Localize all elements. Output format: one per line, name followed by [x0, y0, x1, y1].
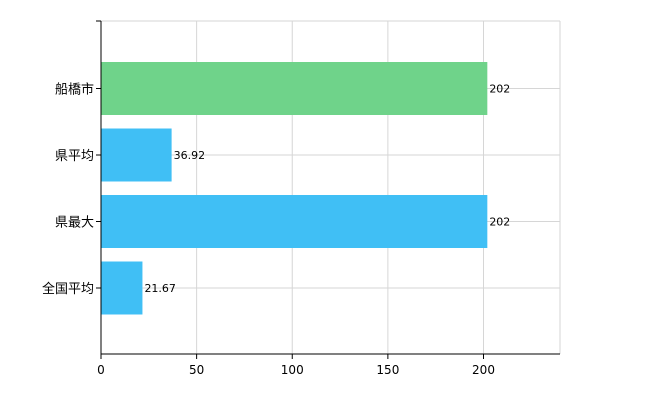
- y-tick-label: 県最大: [55, 216, 94, 231]
- x-tick-label: 200: [472, 363, 495, 377]
- data-label: 21.67: [144, 282, 176, 295]
- bar-1: [101, 128, 172, 182]
- y-tick-label: 船橋市: [55, 82, 94, 98]
- data-label: 202: [489, 216, 510, 229]
- data-label: 36.92: [174, 149, 206, 162]
- bar-2: [101, 195, 488, 248]
- x-tick-label: 50: [189, 363, 204, 377]
- x-tick-label: 150: [376, 363, 399, 377]
- bars: [101, 62, 488, 315]
- x-tick-label: 100: [281, 363, 304, 377]
- bar-3: [101, 261, 143, 315]
- y-tick-label: 県平均: [55, 149, 94, 164]
- data-label: 202: [489, 83, 510, 96]
- x-tick-label: 0: [97, 363, 105, 377]
- bar-0: [101, 62, 488, 115]
- axes: [96, 20, 560, 359]
- y-tick-label: 全国平均: [42, 281, 94, 297]
